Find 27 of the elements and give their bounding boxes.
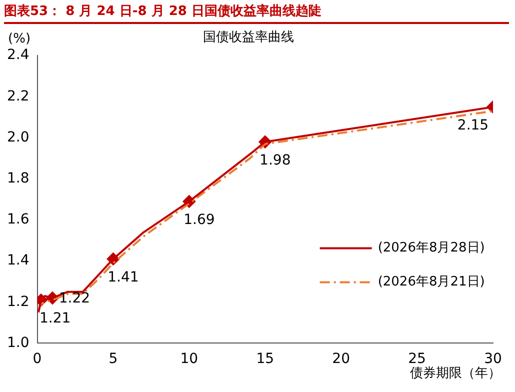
y-tick-label: 1.0 <box>7 334 30 351</box>
data-label: 1.98 <box>260 152 291 169</box>
chart-title: 图表53： 8 月 24 日-8 月 28 日国债收益率曲线趋陡 <box>4 2 509 24</box>
x-tick-label: 30 <box>484 351 502 368</box>
x-tick-label: 20 <box>332 351 350 368</box>
y-tick-label: 1.4 <box>7 252 30 269</box>
y-axis-title: (%) <box>8 31 31 46</box>
data-label: 2.15 <box>457 118 489 134</box>
x-tick-label: 25 <box>408 351 426 368</box>
y-tick-label: 1.2 <box>7 294 30 310</box>
y-tick-label: 1.6 <box>7 212 30 228</box>
data-label: 1.41 <box>108 270 139 286</box>
y-tick-label: 2.0 <box>7 129 30 146</box>
y-tick-label: 1.8 <box>7 170 30 186</box>
x-tick-label: 10 <box>180 351 198 368</box>
x-tick-label: 5 <box>108 351 118 368</box>
x-tick-label: 15 <box>256 351 274 368</box>
x-axis-title: 债券期限（年） <box>410 366 501 382</box>
data-label: 1.69 <box>184 212 215 228</box>
y-tick-label: 2.4 <box>7 47 30 64</box>
data-label: 1.21 <box>39 310 71 327</box>
y-tick-label: 2.2 <box>7 88 30 104</box>
legend-label: (2026年8月28日) <box>378 240 485 256</box>
legend-label: (2026年8月21日) <box>378 274 485 290</box>
data-label: 1.22 <box>58 290 90 307</box>
chart-subtitle: 国债收益率曲线 <box>203 29 294 46</box>
x-tick-label: 0 <box>32 351 42 368</box>
